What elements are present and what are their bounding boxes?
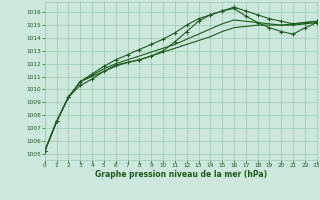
X-axis label: Graphe pression niveau de la mer (hPa): Graphe pression niveau de la mer (hPa) bbox=[95, 170, 267, 179]
